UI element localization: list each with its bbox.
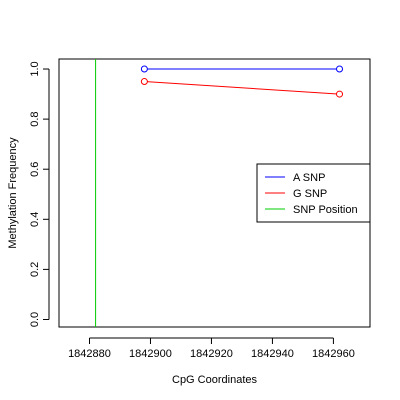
legend: A SNP G SNP SNP Position <box>256 163 371 223</box>
x-axis: 1842880 1842900 1842920 1842940 1842960 <box>68 337 355 360</box>
series-point-0 <box>140 65 148 73</box>
x-tick-label: 1842880 <box>68 348 111 360</box>
x-tick-label: 1842960 <box>312 348 355 360</box>
legend-label: A SNP <box>293 172 325 184</box>
y-tick-label: 0.6 <box>29 162 41 177</box>
x-tick-label: 1842940 <box>251 348 294 360</box>
series-point-1 <box>336 90 344 98</box>
y-axis: 0.0 0.2 0.4 0.6 0.8 1.0 <box>29 61 50 327</box>
series-line-1 <box>144 81 340 95</box>
series-point-0 <box>336 65 344 73</box>
y-tick-label: 0.4 <box>29 212 41 227</box>
y-tick-label: 0.0 <box>29 312 41 327</box>
legend-label: G SNP <box>293 188 327 200</box>
x-tick-label: 1842920 <box>190 348 233 360</box>
y-tick-label: 0.2 <box>29 262 41 277</box>
y-axis-label: Methylation Frequency <box>7 137 19 249</box>
x-tick-label: 1842900 <box>129 348 172 360</box>
y-tick-label: 0.8 <box>29 111 41 126</box>
x-axis-label: CpG Coordinates <box>172 374 257 386</box>
legend-label: SNP Position <box>293 204 358 216</box>
series-point-1 <box>140 78 148 86</box>
y-tick-label: 1.0 <box>29 61 41 76</box>
chart-marks <box>95 59 344 327</box>
